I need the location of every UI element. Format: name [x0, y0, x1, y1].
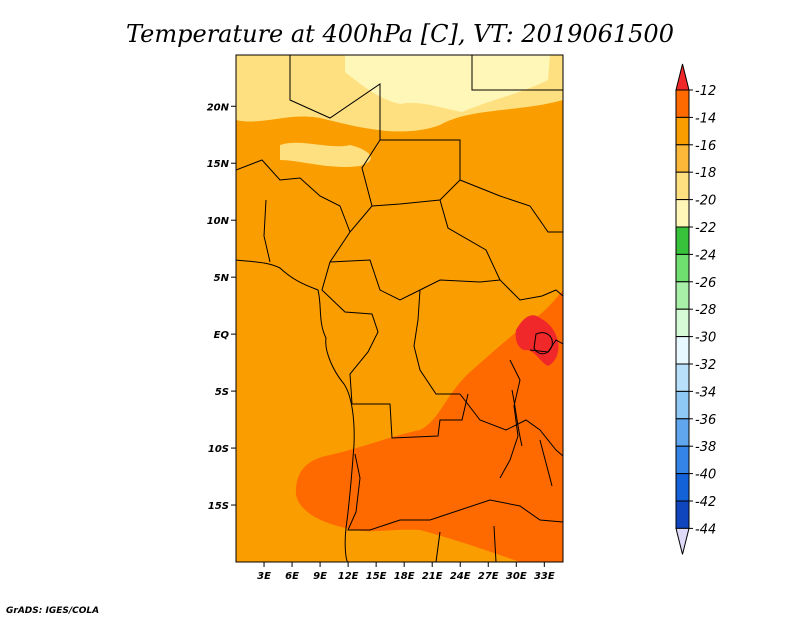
colorbar-arrow-top — [675, 63, 690, 91]
x-tick-label-4: 15E — [366, 571, 387, 582]
colorbar-box-4 — [675, 199, 690, 228]
colorbar-label-12: -36 — [695, 413, 716, 428]
border-5 — [371, 199, 441, 207]
y-tick-label-7: 15S — [208, 501, 229, 512]
temperature-map — [236, 55, 563, 562]
colorbar-label-10: -32 — [695, 358, 716, 373]
y-tick-label-3: 5N — [214, 273, 230, 284]
x-tick-label-2: 9E — [313, 571, 327, 582]
colorbar-label-4: -20 — [695, 194, 716, 209]
colorbar-box-13 — [675, 445, 690, 475]
x-axis: 3E 6E 9E 12E 15E 18E 21E 24E 27E 30E 33E — [257, 562, 555, 582]
colorbar-label-0: -12 — [695, 84, 716, 99]
border-4 — [459, 179, 563, 233]
colorbar-label-3: -18 — [695, 166, 716, 181]
lake-malawi — [539, 439, 553, 487]
y-tick-label-1: 15N — [207, 159, 230, 170]
colorbar-box-9 — [675, 336, 690, 365]
x-tick-label-5: 18E — [394, 571, 415, 582]
colorbar-box-11 — [675, 390, 690, 420]
x-tick-label-9: 30E — [506, 571, 527, 582]
field-region-rift — [515, 315, 559, 366]
coastlines-borders — [236, 55, 563, 562]
lake-tanganyika — [511, 389, 523, 447]
y-tick-label-2: 10N — [207, 216, 230, 227]
colorbar-box-14 — [675, 473, 690, 502]
colorbar: -12 -14 -16 -18 -20 -22 -24 -26 -28 -30 -32 -34 -36 -… — [675, 63, 716, 555]
x-tick-label-0: 3E — [257, 571, 271, 582]
credit-label: GrADS: IGES/COLA — [6, 606, 99, 616]
border-8 — [236, 159, 351, 233]
border-14 — [435, 531, 441, 562]
coastline-west — [236, 259, 355, 562]
colorbar-label-8: -28 — [695, 303, 716, 318]
border-10 — [347, 453, 563, 531]
chart-title: Temperature at 400hPa [C], VT: 201906150… — [126, 20, 674, 48]
border-11 — [459, 393, 563, 457]
y-tick-label-0: 20N — [207, 102, 230, 113]
y-tick-label-6: 10S — [208, 444, 229, 455]
x-tick-label-1: 6E — [285, 571, 299, 582]
colorbar-box-8 — [675, 308, 690, 338]
colorbar-label-6: -24 — [695, 248, 716, 263]
x-tick-label-8: 27E — [478, 571, 499, 582]
colorbar-box-3 — [675, 171, 690, 201]
colorbar-box-7 — [675, 281, 690, 310]
colorbar-label-1: -14 — [695, 111, 716, 126]
colorbar-label-13: -38 — [695, 440, 716, 455]
x-tick-label-10: 33E — [534, 571, 555, 582]
lake-victoria — [533, 332, 553, 355]
colorbar-label-16: -44 — [695, 522, 716, 537]
border-7 — [413, 289, 460, 395]
colorbar-label-2: -16 — [695, 139, 716, 154]
colorbar-label-5: -22 — [695, 221, 716, 236]
colorbar-box-6 — [675, 253, 690, 283]
field-region-north-patch — [280, 142, 371, 167]
border-3 — [471, 55, 563, 91]
x-tick-label-6: 21E — [422, 571, 443, 582]
colorbar-box-15 — [675, 500, 690, 529]
colorbar-box-10 — [675, 363, 690, 392]
border-6 — [329, 259, 501, 301]
x-tick-label-7: 24E — [450, 571, 471, 582]
field-region-south-east — [295, 290, 563, 562]
colorbar-label-15: -42 — [695, 495, 716, 510]
colorbar-label-7: -26 — [695, 276, 716, 291]
x-tick-label-3: 12E — [338, 571, 359, 582]
colorbar-box-12 — [675, 418, 690, 447]
colorbar-box-2 — [675, 144, 690, 173]
y-tick-label-4: EQ — [214, 330, 230, 341]
field-region-north-core — [345, 55, 550, 112]
colorbar-label-11: -34 — [695, 385, 716, 400]
y-axis: 20N 15N 10N 5N EQ 5S 10S 15S — [207, 102, 236, 512]
colorbar-arrow-bottom — [675, 527, 690, 555]
colorbar-label-9: -30 — [695, 331, 716, 346]
colorbar-box-1 — [675, 116, 690, 146]
colorbar-label-14: -40 — [695, 468, 716, 483]
map-frame — [235, 54, 564, 563]
border-15 — [493, 525, 497, 562]
border-9 — [263, 199, 271, 263]
border-2 — [380, 139, 563, 301]
colorbar-box-0 — [675, 89, 690, 118]
border-12 — [499, 359, 521, 479]
colorbar-box-5 — [675, 226, 690, 255]
border-1 — [289, 55, 469, 439]
y-tick-label-5: 5S — [215, 387, 229, 398]
